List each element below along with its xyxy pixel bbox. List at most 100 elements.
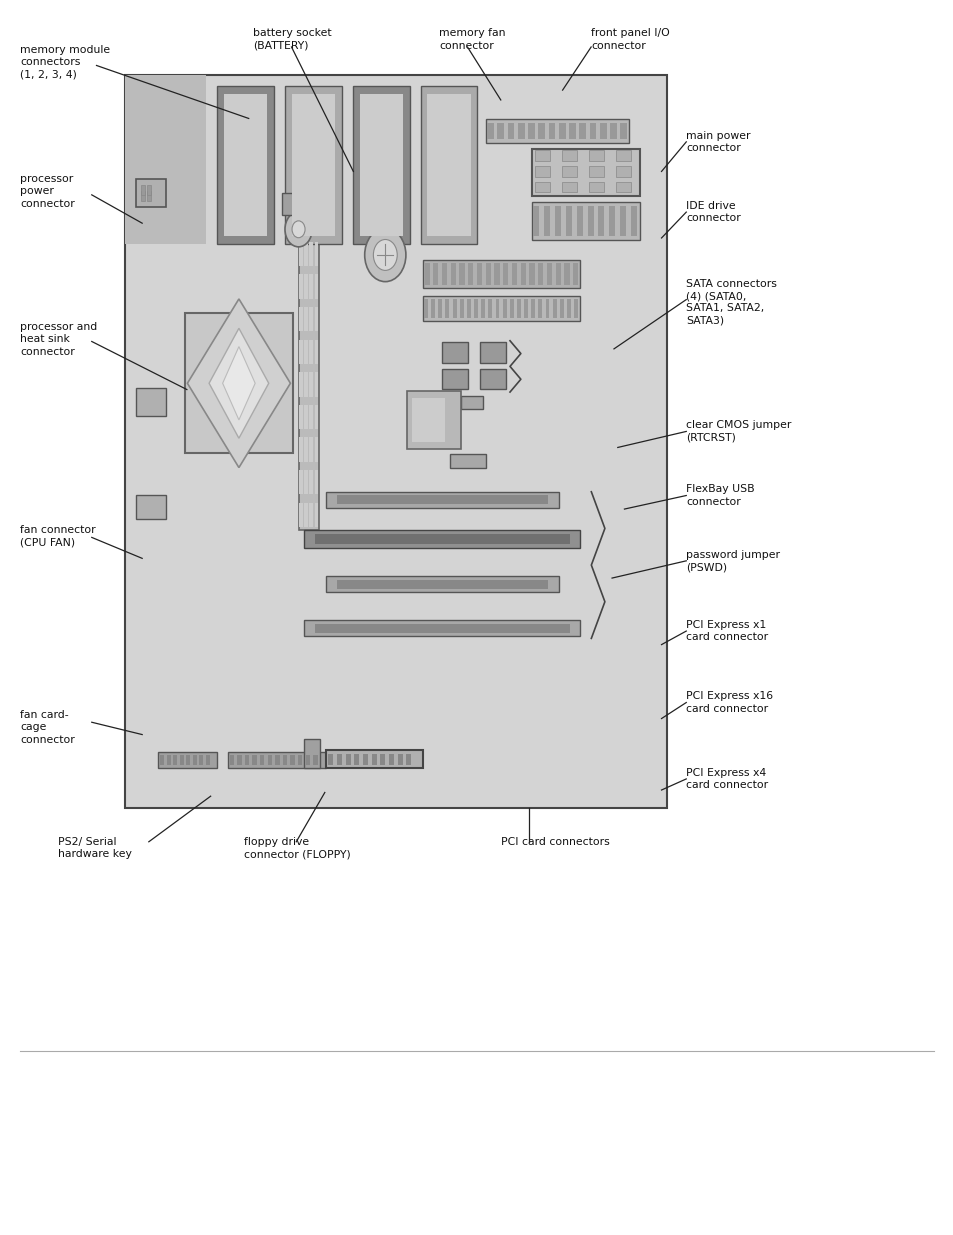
Bar	[569, 122, 576, 140]
Bar	[309, 471, 313, 494]
Bar	[468, 263, 473, 284]
Bar	[459, 263, 464, 284]
Bar	[479, 368, 506, 389]
Bar	[389, 753, 394, 764]
Bar	[450, 263, 456, 284]
Bar	[299, 437, 302, 462]
Bar	[533, 206, 538, 236]
Bar	[147, 191, 151, 201]
Bar	[485, 263, 491, 284]
Bar	[135, 179, 166, 207]
Bar	[485, 120, 629, 143]
Bar	[345, 753, 351, 764]
Text: PCI Express x16
card connector: PCI Express x16 card connector	[685, 692, 773, 714]
Bar	[466, 299, 471, 317]
Text: SATA connectors
(4) (SATA0,
SATA1, SATA2,
SATA3): SATA connectors (4) (SATA0, SATA1, SATA2…	[685, 279, 777, 326]
Bar	[304, 405, 308, 430]
Bar	[135, 495, 166, 519]
Bar	[599, 122, 606, 140]
Bar	[535, 182, 549, 193]
Bar	[517, 122, 524, 140]
Bar	[537, 263, 543, 284]
Bar	[531, 148, 639, 196]
Bar	[502, 263, 508, 284]
Bar	[444, 425, 458, 436]
Bar	[380, 753, 385, 764]
Bar	[309, 308, 313, 331]
Bar	[529, 263, 534, 284]
Bar	[563, 263, 569, 284]
Bar	[299, 340, 302, 364]
Bar	[450, 454, 485, 468]
Bar	[304, 620, 579, 636]
Bar	[598, 206, 603, 236]
Bar	[328, 753, 333, 764]
Bar	[309, 242, 313, 267]
Bar	[299, 471, 302, 494]
Bar	[507, 122, 514, 140]
Bar	[609, 206, 615, 236]
Bar	[487, 122, 494, 140]
Bar	[535, 167, 549, 177]
Text: PS2/ Serial
hardware key: PS2/ Serial hardware key	[58, 837, 132, 860]
Bar	[537, 122, 544, 140]
Bar	[325, 492, 558, 508]
Text: FlexBay USB
connector: FlexBay USB connector	[685, 484, 754, 506]
Bar	[427, 94, 470, 236]
Bar	[186, 755, 190, 766]
Bar	[314, 372, 317, 396]
Bar	[299, 503, 302, 527]
Bar	[314, 242, 317, 267]
Bar	[173, 755, 177, 766]
Polygon shape	[209, 329, 269, 438]
Bar	[299, 274, 302, 299]
Text: IDE drive
connector: IDE drive connector	[685, 201, 740, 224]
Bar	[304, 437, 308, 462]
Text: memory module
connectors
(1, 2, 3, 4): memory module connectors (1, 2, 3, 4)	[20, 44, 111, 79]
Bar	[616, 151, 631, 161]
Text: battery socket
(BATTERY): battery socket (BATTERY)	[253, 28, 332, 51]
Bar	[314, 471, 317, 494]
Bar	[299, 242, 302, 267]
Bar	[282, 755, 287, 766]
Bar	[309, 437, 313, 462]
Bar	[314, 274, 317, 299]
Bar	[217, 86, 274, 245]
Bar	[407, 390, 460, 450]
Bar	[336, 579, 547, 589]
Bar	[304, 242, 308, 267]
Bar	[309, 274, 313, 299]
Bar	[237, 755, 241, 766]
Bar	[314, 340, 317, 364]
Circle shape	[373, 240, 396, 270]
Bar	[561, 182, 577, 193]
Text: memory fan
connector: memory fan connector	[438, 28, 505, 51]
Bar	[314, 503, 317, 527]
Bar	[565, 206, 571, 236]
Bar	[520, 263, 525, 284]
Polygon shape	[187, 299, 290, 468]
Bar	[199, 755, 203, 766]
Bar	[495, 299, 499, 317]
Bar	[589, 122, 596, 140]
Bar	[304, 503, 308, 527]
Bar	[125, 75, 666, 809]
Bar	[460, 395, 482, 409]
Bar	[548, 122, 555, 140]
Bar	[423, 296, 579, 321]
Bar	[561, 167, 577, 177]
Circle shape	[292, 221, 305, 237]
Bar	[275, 755, 279, 766]
Bar	[325, 750, 423, 768]
Bar	[230, 755, 233, 766]
Bar	[437, 299, 442, 317]
Bar	[314, 535, 569, 543]
Bar	[285, 86, 341, 245]
Bar	[292, 94, 335, 236]
Bar	[531, 203, 639, 241]
Circle shape	[285, 211, 312, 247]
Bar	[555, 263, 560, 284]
Bar	[537, 299, 541, 317]
Bar	[442, 368, 468, 389]
Bar	[589, 151, 603, 161]
